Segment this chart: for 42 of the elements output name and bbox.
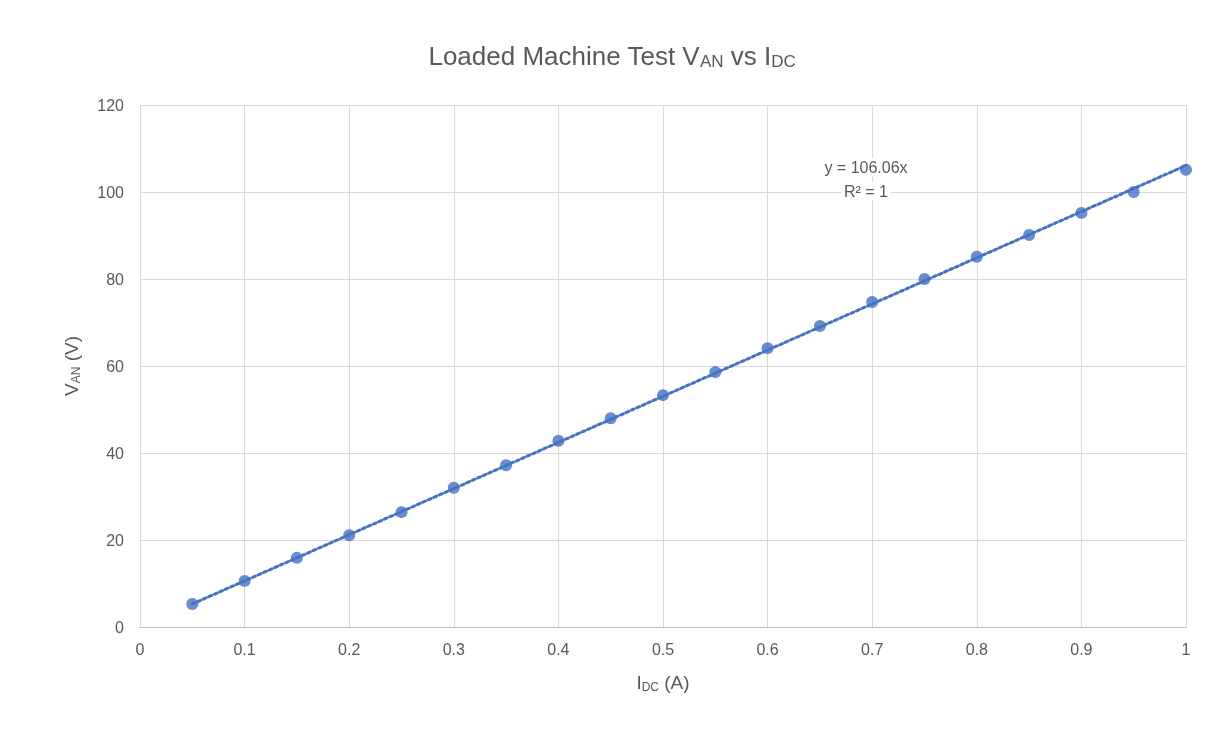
point — [918, 273, 931, 285]
point — [395, 506, 408, 519]
point — [970, 250, 983, 263]
y-tick-label: 60 — [106, 357, 125, 375]
x-tick-label: 0.7 — [861, 640, 884, 658]
y-tick-label: 80 — [106, 270, 125, 288]
x-tick-label: 0.4 — [547, 640, 570, 658]
annotation: y = 106.06x — [824, 158, 908, 176]
point — [552, 434, 565, 447]
point — [813, 319, 826, 332]
point — [1075, 206, 1088, 219]
y-tick-label: 20 — [106, 531, 125, 549]
point — [604, 412, 617, 425]
point — [343, 529, 356, 542]
x-tick-label: 0.8 — [965, 640, 989, 658]
point — [761, 342, 774, 355]
y-tick-label: 0 — [115, 618, 125, 636]
point — [709, 366, 722, 379]
x-tick-label: 0.1 — [233, 640, 256, 658]
annotation: R² = 1 — [843, 182, 889, 200]
point — [1023, 229, 1036, 242]
point — [657, 389, 669, 402]
x-tick-label: 0.9 — [1070, 640, 1093, 658]
point — [186, 597, 199, 610]
x-tick-label: 0.2 — [338, 640, 361, 658]
y-axis-title: VAN (V) — [61, 336, 83, 396]
chart-title: Loaded Machine Test VAN vs IDC — [428, 40, 796, 71]
y-tick-label: 40 — [106, 444, 125, 462]
point — [1127, 186, 1140, 198]
x-tick-label: 0.6 — [756, 640, 779, 658]
point — [238, 574, 251, 587]
y-tick-label: 120 — [97, 96, 125, 114]
x-tick-label: 0 — [135, 640, 145, 658]
point — [866, 296, 879, 309]
x-tick-label: 0.3 — [442, 640, 466, 658]
point — [500, 459, 513, 472]
x-tick-label: 1 — [1181, 640, 1191, 658]
point — [290, 551, 303, 564]
point — [447, 481, 460, 494]
y-tick-label: 100 — [97, 183, 125, 201]
x-tick-label: 0.5 — [651, 640, 675, 658]
point — [1180, 163, 1192, 176]
